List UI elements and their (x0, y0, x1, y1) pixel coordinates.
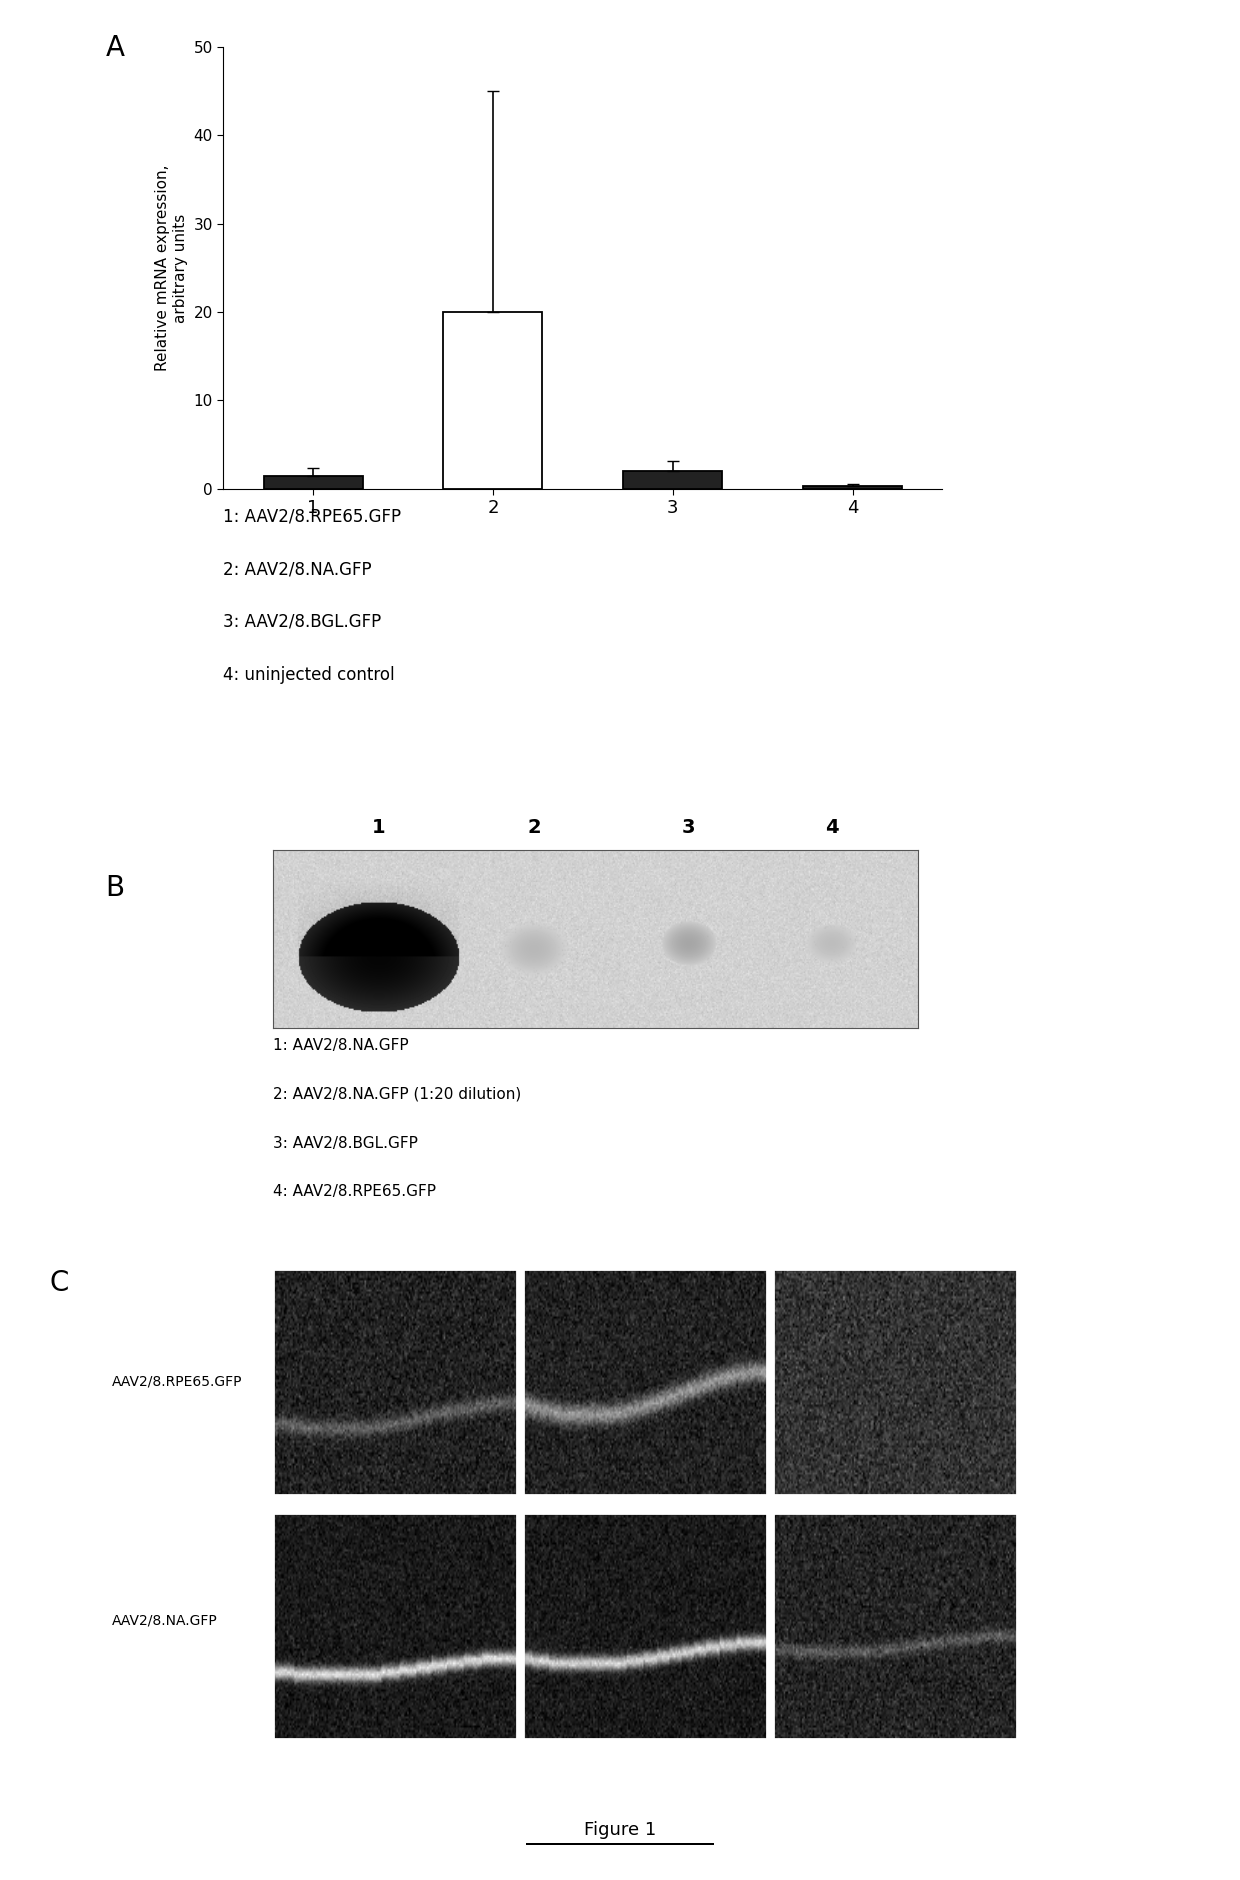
Text: 2: 2 (527, 818, 541, 837)
Text: 3: AAV2/8.BGL.GFP: 3: AAV2/8.BGL.GFP (273, 1136, 418, 1151)
Text: B: B (105, 874, 124, 902)
Text: Figure 1: Figure 1 (584, 1820, 656, 1839)
Text: 4: uninjected control: 4: uninjected control (223, 666, 394, 684)
Text: A: A (105, 34, 124, 62)
Text: AAV2/8.NA.GFP: AAV2/8.NA.GFP (112, 1613, 217, 1628)
Text: 4: AAV2/8.RPE65.GFP: 4: AAV2/8.RPE65.GFP (273, 1184, 435, 1199)
Bar (804, 487, 901, 489)
Text: 3: AAV2/8.BGL.GFP: 3: AAV2/8.BGL.GFP (223, 613, 382, 632)
Y-axis label: Relative mRNA expression,
arbitrary units: Relative mRNA expression, arbitrary unit… (155, 165, 187, 370)
Text: AAV2/8.RPE65.GFP: AAV2/8.RPE65.GFP (112, 1374, 242, 1389)
Text: 1: 1 (372, 818, 386, 837)
Text: 2: AAV2/8.NA.GFP (1:20 dilution): 2: AAV2/8.NA.GFP (1:20 dilution) (273, 1087, 521, 1102)
Text: 3: 3 (682, 818, 696, 837)
Bar (264, 476, 362, 489)
Bar (624, 472, 722, 489)
Text: 2: AAV2/8.NA.GFP: 2: AAV2/8.NA.GFP (223, 560, 372, 579)
Text: C: C (50, 1269, 69, 1297)
Text: 1: AAV2/8.NA.GFP: 1: AAV2/8.NA.GFP (273, 1038, 408, 1053)
Bar (444, 312, 542, 489)
Text: 1: AAV2/8.RPE65.GFP: 1: AAV2/8.RPE65.GFP (223, 508, 402, 526)
Text: 4: 4 (825, 818, 838, 837)
